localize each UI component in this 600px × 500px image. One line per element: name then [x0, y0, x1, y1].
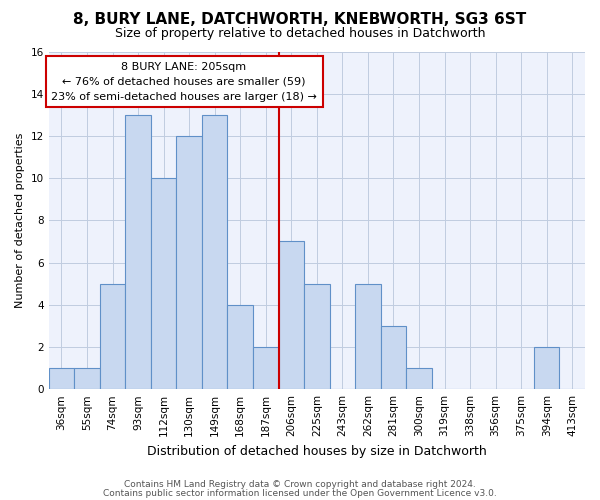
Bar	[74, 368, 100, 389]
Bar	[355, 284, 380, 389]
Text: 8 BURY LANE: 205sqm
← 76% of detached houses are smaller (59)
23% of semi-detach: 8 BURY LANE: 205sqm ← 76% of detached ho…	[51, 62, 317, 102]
Bar	[406, 368, 432, 389]
Bar	[202, 115, 227, 389]
Bar	[125, 115, 151, 389]
X-axis label: Distribution of detached houses by size in Datchworth: Distribution of detached houses by size …	[147, 444, 487, 458]
Bar	[278, 242, 304, 389]
Bar	[534, 347, 559, 389]
Bar	[380, 326, 406, 389]
Bar	[227, 305, 253, 389]
Bar	[253, 347, 278, 389]
Text: Contains public sector information licensed under the Open Government Licence v3: Contains public sector information licen…	[103, 488, 497, 498]
Text: Contains HM Land Registry data © Crown copyright and database right 2024.: Contains HM Land Registry data © Crown c…	[124, 480, 476, 489]
Text: Size of property relative to detached houses in Datchworth: Size of property relative to detached ho…	[115, 28, 485, 40]
Bar	[304, 284, 329, 389]
Bar	[176, 136, 202, 389]
Bar	[49, 368, 74, 389]
Y-axis label: Number of detached properties: Number of detached properties	[15, 132, 25, 308]
Bar	[100, 284, 125, 389]
Bar	[151, 178, 176, 389]
Text: 8, BURY LANE, DATCHWORTH, KNEBWORTH, SG3 6ST: 8, BURY LANE, DATCHWORTH, KNEBWORTH, SG3…	[73, 12, 527, 28]
